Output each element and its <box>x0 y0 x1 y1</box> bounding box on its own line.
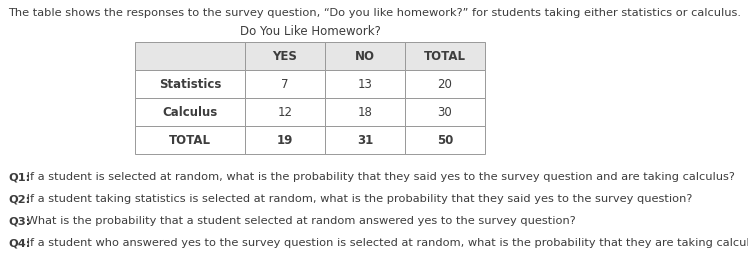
Text: Calculus: Calculus <box>162 106 218 118</box>
Bar <box>245 42 325 70</box>
Text: If a student taking statistics is selected at random, what is the probability th: If a student taking statistics is select… <box>23 194 693 204</box>
Text: Statistics: Statistics <box>159 78 221 90</box>
Text: Q4:: Q4: <box>8 238 31 248</box>
Bar <box>325 126 405 154</box>
Bar <box>325 98 405 126</box>
Text: 50: 50 <box>437 134 453 146</box>
Text: 20: 20 <box>438 78 453 90</box>
Text: If a student is selected at random, what is the probability that they said yes t: If a student is selected at random, what… <box>23 172 735 182</box>
Text: The table shows the responses to the survey question, “Do you like homework?” fo: The table shows the responses to the sur… <box>8 8 741 18</box>
Bar <box>405 126 485 154</box>
Bar <box>135 126 245 154</box>
Bar <box>325 42 405 70</box>
Text: Do You Like Homework?: Do You Like Homework? <box>239 25 381 38</box>
Text: What is the probability that a student selected at random answered yes to the su: What is the probability that a student s… <box>23 216 576 226</box>
Bar <box>325 70 405 98</box>
Text: Q3:: Q3: <box>8 216 31 226</box>
Text: Q1:: Q1: <box>8 172 30 182</box>
Bar <box>245 126 325 154</box>
Text: Q2:: Q2: <box>8 194 30 204</box>
Bar <box>245 70 325 98</box>
Text: 7: 7 <box>281 78 289 90</box>
Text: 12: 12 <box>278 106 292 118</box>
Bar <box>135 42 245 70</box>
Bar <box>405 98 485 126</box>
Bar <box>135 70 245 98</box>
Text: 31: 31 <box>357 134 373 146</box>
Bar <box>135 98 245 126</box>
Text: TOTAL: TOTAL <box>424 50 466 62</box>
Text: 19: 19 <box>277 134 293 146</box>
Bar <box>245 98 325 126</box>
Text: NO: NO <box>355 50 375 62</box>
Text: YES: YES <box>272 50 298 62</box>
Bar <box>405 42 485 70</box>
Text: 18: 18 <box>358 106 373 118</box>
Text: TOTAL: TOTAL <box>169 134 211 146</box>
Bar <box>405 70 485 98</box>
Text: If a student who answered yes to the survey question is selected at random, what: If a student who answered yes to the sur… <box>23 238 748 248</box>
Text: 30: 30 <box>438 106 453 118</box>
Text: 13: 13 <box>358 78 373 90</box>
